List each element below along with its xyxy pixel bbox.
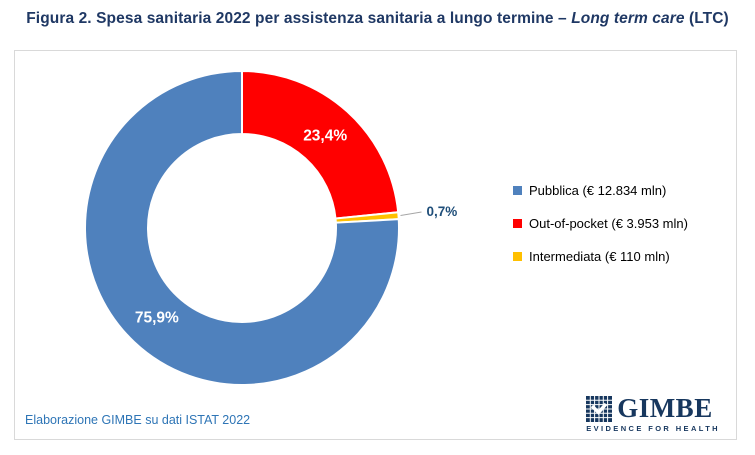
data-label-pubblica: 75,9% xyxy=(135,310,179,327)
legend-item-intermediata: Intermediata (€ 110 mln) xyxy=(513,247,688,265)
legend-label-pubblica: Pubblica (€ 12.834 mln) xyxy=(529,182,667,198)
legend-swatch-out-of-pocket xyxy=(513,218,522,228)
legend-item-pubblica: Pubblica (€ 12.834 mln) xyxy=(513,181,688,199)
legend-label-out-of-pocket: Out-of-pocket (€ 3.953 mln) xyxy=(529,215,688,231)
donut-chart: 23,4% 0,7% 75,9% xyxy=(84,69,458,386)
gimbe-logo: GIMBE EVIDENCE FOR HEALTH xyxy=(586,395,720,433)
chart-title-prefix: Figura 2. Spesa sanitaria 2022 per assis… xyxy=(26,10,572,27)
data-label-intermediata: 0,7% xyxy=(427,204,458,219)
leader-line xyxy=(400,211,422,217)
chart-title: Figura 2. Spesa sanitaria 2022 per assis… xyxy=(0,10,755,28)
data-label-out-of-pocket: 23,4% xyxy=(303,128,347,145)
chart-title-italic: Long term care xyxy=(571,10,685,27)
chart-legend: Pubblica (€ 12.834 mln) Out-of-pocket (€… xyxy=(513,181,688,265)
source-note: Elaborazione GIMBE su dati ISTAT 2022 xyxy=(25,413,251,427)
legend-label-intermediata: Intermediata (€ 110 mln) xyxy=(529,248,670,264)
slice-pubblica xyxy=(84,69,400,386)
gimbe-tagline: EVIDENCE FOR HEALTH xyxy=(586,424,720,433)
chart-plot-area: 23,4% 0,7% 75,9% Pubblica (€ 12.834 mln) O… xyxy=(14,50,737,440)
gimbe-grid-check-icon xyxy=(586,395,613,422)
legend-swatch-intermediata xyxy=(513,251,522,261)
chart-title-suffix: (LTC) xyxy=(684,10,729,27)
legend-swatch-pubblica xyxy=(513,185,522,195)
slice-out-of-pocket xyxy=(241,69,400,220)
legend-item-out-of-pocket: Out-of-pocket (€ 3.953 mln) xyxy=(513,214,688,232)
gimbe-wordmark: GIMBE xyxy=(617,393,713,423)
